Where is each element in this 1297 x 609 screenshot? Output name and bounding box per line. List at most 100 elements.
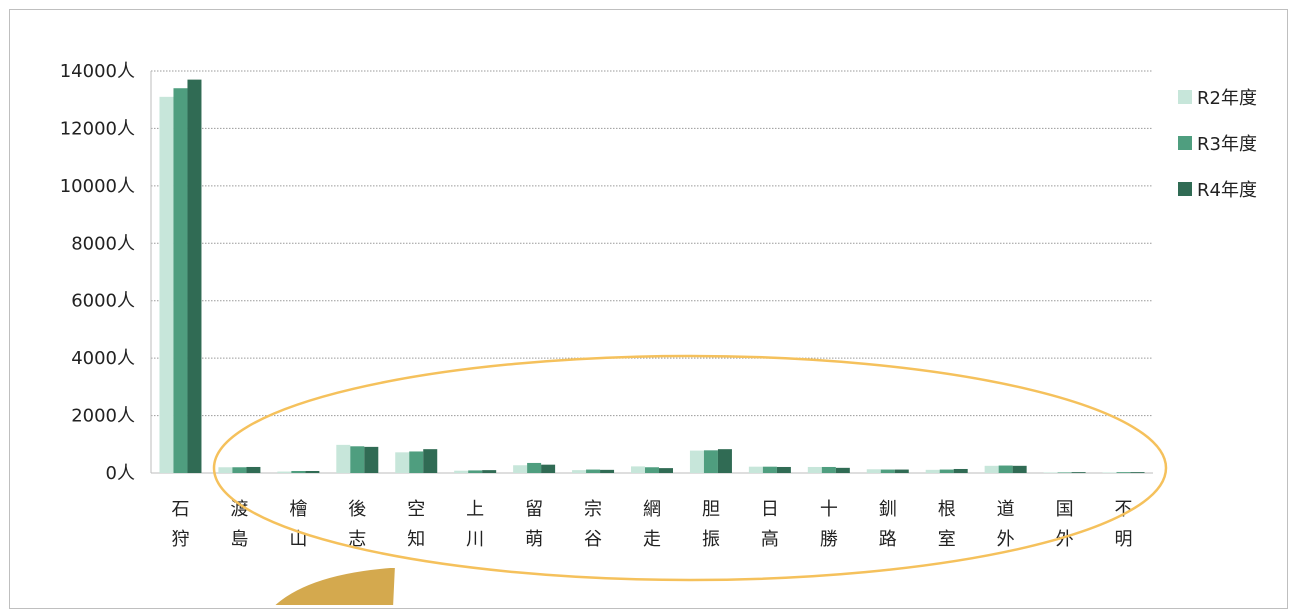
x-tick-label: 高: [761, 529, 779, 550]
y-tick-label: 6000人: [71, 291, 135, 312]
bar-r2-胆振: [689, 450, 704, 473]
x-tick-label: 網: [643, 499, 661, 520]
bar-r4-国外: [1071, 472, 1086, 473]
x-tick-label: 勝: [820, 529, 838, 550]
bar-r2-道外: [984, 465, 999, 473]
x-tick-label: 島: [230, 529, 248, 550]
bar-r3-渡島: [232, 467, 247, 473]
x-tick-label: 根: [938, 499, 956, 520]
x-tick-label: 後: [348, 499, 366, 520]
bar-r2-渡島: [218, 467, 233, 473]
bar-r4-十勝: [835, 467, 850, 473]
x-tick-label: 谷: [584, 529, 602, 550]
bar-r4-日高: [776, 466, 791, 473]
legend-swatch-r3: [1178, 136, 1192, 150]
bar-r3-石狩: [173, 88, 188, 473]
curved-arrow-shape: [265, 562, 401, 608]
bar-r2-空知: [395, 452, 410, 473]
y-tick-label: 0人: [106, 463, 135, 484]
x-tick-label: 川: [466, 529, 484, 550]
bar-r2-根室: [925, 469, 940, 473]
bar-r3-不明: [1116, 472, 1131, 473]
y-tick-label: 2000人: [71, 406, 135, 427]
y-tick-label: 14000人: [60, 61, 135, 82]
x-tick-label: 外: [1056, 529, 1074, 550]
x-tick-label: 志: [348, 529, 366, 550]
bar-r4-後志: [364, 446, 379, 473]
y-tick-label: 10000人: [60, 176, 135, 197]
bar-r2-留萌: [513, 465, 528, 473]
y-tick-label: 8000人: [71, 233, 135, 254]
x-tick-label: 明: [1115, 529, 1133, 550]
bar-r2-檜山: [277, 471, 292, 473]
x-tick-label: 室: [938, 529, 956, 550]
y-tick-label: 4000人: [71, 348, 135, 369]
bar-r3-宗谷: [586, 469, 601, 473]
bar-r2-日高: [748, 466, 763, 473]
bar-r3-十勝: [821, 466, 836, 473]
x-tick-label: 宗: [584, 499, 602, 520]
x-tick-label: 知: [407, 529, 425, 550]
bar-r3-後志: [350, 446, 365, 473]
x-tick-label: 空: [407, 499, 425, 520]
bar-r4-石狩: [187, 79, 202, 473]
bar-r4-空知: [423, 449, 438, 473]
y-axis-ticks: 0人 2000人 4000人 6000人 8000人 10000人 12000人 14000人: [60, 61, 135, 484]
bar-r3-国外: [1057, 472, 1072, 473]
bar-r4-胆振: [717, 449, 732, 473]
bar-r2-石狩: [159, 96, 174, 473]
bar-r2-釧路: [866, 469, 881, 473]
bar-r2-十勝: [807, 466, 822, 473]
bar-r2-網走: [631, 466, 645, 473]
bar-r4-道外: [1012, 465, 1027, 473]
x-tick-label: 檜: [289, 498, 307, 520]
legend-item-r4: R4年度: [1178, 166, 1257, 212]
bar-r4-留萌: [541, 464, 556, 473]
bar-r2-宗谷: [572, 470, 587, 473]
x-tick-label: 道: [997, 499, 1015, 520]
bar-r3-釧路: [880, 469, 895, 473]
bar-r3-道外: [998, 465, 1013, 473]
highlight-ellipse: [212, 354, 1168, 582]
gridlines: [150, 70, 1153, 474]
bar-r4-檜山: [305, 470, 320, 473]
bar-r4-根室: [953, 468, 968, 473]
x-tick-label: 釧: [879, 499, 897, 520]
bar-r4-釧路: [894, 469, 909, 473]
bar-r3-空知: [409, 451, 424, 473]
chart-frame: 0人 2000人 4000人 6000人 8000人 10000人 12000人 14000人…: [9, 9, 1288, 609]
x-tick-label: 狩: [171, 529, 189, 550]
legend-item-r3: R3年度: [1178, 120, 1257, 166]
y-tick-label: 12000人: [60, 118, 135, 139]
bar-r3-留萌: [527, 462, 542, 473]
bars: [159, 79, 1145, 473]
bar-r3-檜山: [291, 470, 306, 473]
legend-swatch-r4: [1178, 182, 1192, 196]
x-tick-label: 日: [761, 499, 779, 520]
legend-swatch-r2: [1178, 90, 1192, 104]
x-tick-label: 十: [820, 499, 838, 520]
legend: R2年度 R3年度 R4年度: [1178, 74, 1257, 212]
legend-label-r4: R4年度: [1197, 180, 1257, 201]
bar-r4-宗谷: [600, 469, 615, 473]
bar-r3-網走: [645, 467, 659, 473]
bar-chart: 0人 2000人 4000人 6000人 8000人 10000人 12000人 14000人…: [60, 61, 1168, 608]
x-tick-label: 国: [1056, 499, 1074, 520]
bar-r2-国外: [1043, 472, 1058, 473]
x-tick-label: 外: [997, 529, 1015, 550]
bar-r3-根室: [939, 469, 954, 473]
bar-r4-不明: [1130, 472, 1145, 473]
x-tick-label: 振: [702, 529, 720, 550]
highlight-overlay: [212, 354, 1168, 608]
bar-r4-上川: [482, 470, 497, 473]
bar-r2-不明: [1102, 472, 1117, 473]
bar-r2-後志: [336, 444, 351, 473]
x-tick-label: 渡: [230, 499, 248, 520]
x-tick-label: 萌: [525, 529, 543, 550]
x-tick-label: 上: [466, 499, 484, 520]
legend-label-r2: R2年度: [1197, 88, 1257, 109]
legend-label-r3: R3年度: [1197, 134, 1257, 155]
x-tick-label: 胆: [702, 499, 720, 520]
bar-r3-胆振: [703, 450, 718, 473]
